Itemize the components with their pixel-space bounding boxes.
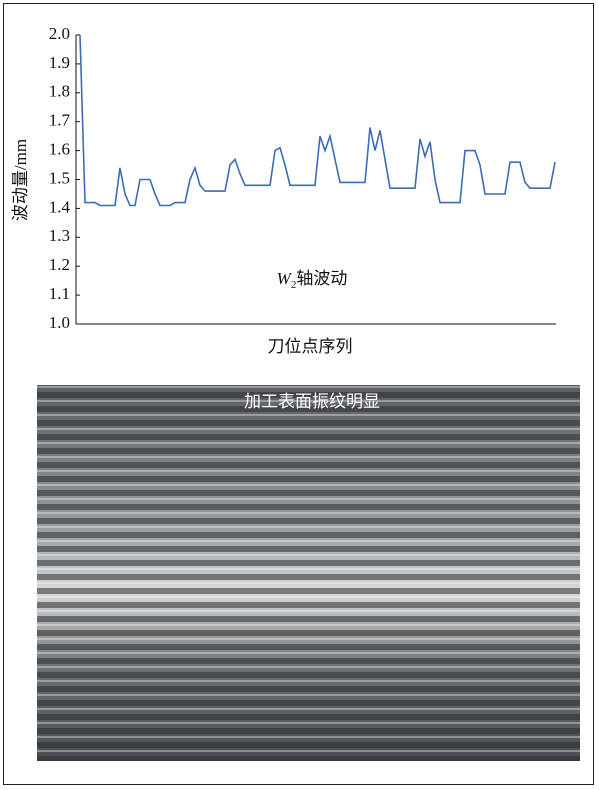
y-tick-label: 1.2 bbox=[49, 255, 70, 274]
y-tick-label: 1.3 bbox=[49, 226, 70, 245]
y-tick-label: 1.1 bbox=[49, 284, 70, 303]
y-tick-label: 1.9 bbox=[49, 53, 70, 72]
annotation-symbol: W bbox=[277, 269, 293, 288]
annotation-subscript: 2 bbox=[291, 279, 297, 291]
y-tick-label: 2.0 bbox=[49, 24, 70, 43]
y-axis-label: 波动量/mm bbox=[11, 139, 30, 221]
y-tick-label: 1.6 bbox=[49, 140, 70, 159]
y-tick-label: 1.0 bbox=[49, 313, 70, 332]
y-tick-label: 1.4 bbox=[49, 197, 71, 216]
y-tick-label: 1.8 bbox=[49, 82, 70, 101]
x-axis-label: 刀位点序列 bbox=[268, 337, 353, 356]
y-tick-label: 1.5 bbox=[49, 168, 70, 187]
image-caption: 加工表面振纹明显 bbox=[244, 392, 380, 411]
annotation: W2轴波动 bbox=[277, 269, 348, 291]
surface-photo bbox=[37, 385, 580, 761]
figure-frame bbox=[3, 3, 594, 785]
annotation-text: 轴波动 bbox=[296, 269, 347, 288]
y-tick-label: 1.7 bbox=[49, 111, 71, 130]
data-line bbox=[79, 34, 556, 207]
